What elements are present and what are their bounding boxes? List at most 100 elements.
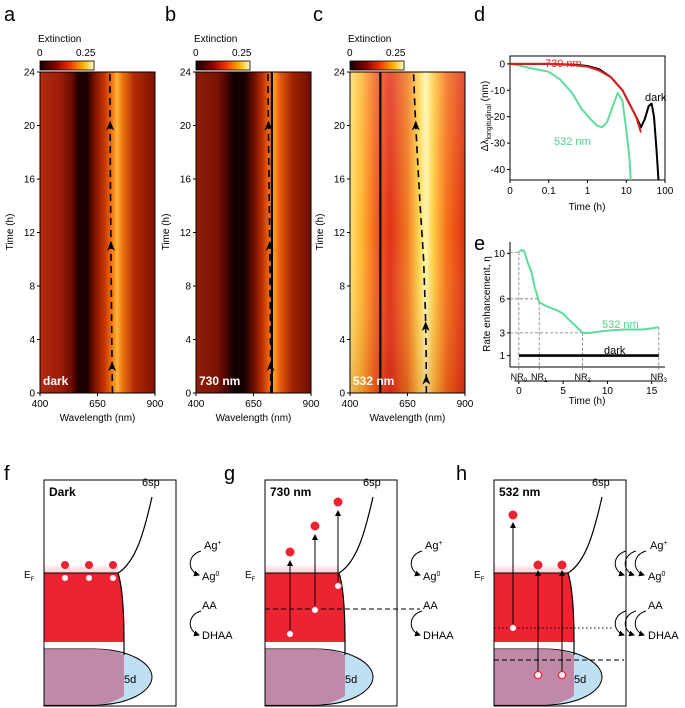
condition-title: 730 nm (270, 485, 311, 499)
fermi-label: EF (245, 570, 256, 583)
trace-arrow (421, 321, 430, 332)
series-line-730nm (510, 62, 642, 133)
panel-label-e: e (474, 233, 485, 255)
hot-hole (557, 670, 567, 680)
colorbar-min-label: 0 (347, 48, 353, 59)
hot-electron (310, 521, 320, 531)
colorbar (39, 60, 95, 71)
6sp-band-edge (338, 496, 374, 655)
reaction-aa: AA (423, 600, 438, 612)
y-tick-label: 12 (334, 228, 346, 239)
reaction-arrow (189, 610, 202, 637)
reaction-ag-zero: Ag0 (648, 571, 665, 583)
heatmap-shading (350, 72, 465, 393)
hot-hole (533, 670, 543, 680)
filled-sp-states (44, 573, 124, 642)
x-tick-label: 900 (457, 399, 474, 410)
y-tick-label: 4 (185, 335, 191, 346)
band-overlap (494, 649, 574, 705)
reaction-aa: AA (648, 600, 663, 612)
plot-frame (509, 55, 666, 181)
x-tick-label: 900 (303, 399, 320, 410)
hot-electron (557, 560, 567, 570)
nr-marker-label: NR0 (511, 372, 528, 384)
reaction-ag-zero: Ag0 (202, 571, 219, 583)
y-tick-label: 24 (334, 68, 346, 79)
peak-position-trace (412, 71, 428, 394)
series-line-532nm (518, 249, 659, 334)
heatmap-panel-dark: Extinction 0 0.25 400 650 900 0 4 8 12 16 20 24 d… (5, 34, 164, 424)
x-tick-label: 650 (399, 399, 416, 410)
x-tick-label: 400 (188, 399, 205, 410)
x-axis-label: Wavelength (nm) (216, 413, 292, 424)
colorbar-max-label: 0.25 (76, 48, 96, 59)
reaction-arrow (624, 610, 637, 637)
y-tick-label: 20 (334, 121, 346, 132)
colorbar-max-label: 0.25 (386, 48, 406, 59)
nr-marker-subscript: 3 (664, 378, 668, 384)
colorbar (195, 60, 251, 71)
panel-label-f: f (4, 463, 10, 485)
x-tick-label: 0.1 (542, 186, 556, 197)
trace-arrow (108, 361, 117, 372)
y-tick-label: 4 (29, 335, 35, 346)
band-5d-label: 5d (345, 674, 357, 686)
hot-electron (333, 497, 343, 507)
panel-label-c: c (313, 4, 323, 26)
colorbar (349, 60, 405, 71)
reaction-arrow (634, 610, 647, 637)
trace-arrow (106, 120, 115, 131)
x-tick-label: 400 (32, 399, 49, 410)
legend-730nm: 730 nm (545, 58, 582, 70)
series-line-532nm (509, 62, 632, 181)
y-tick-label: 8 (339, 282, 345, 293)
heatmap-panel-730nm: Extinction 0 0.25 400 650 900 0 4 8 12 16 20 24 7… (161, 34, 320, 424)
reaction-ag-plus: Ag+ (425, 540, 443, 552)
nr-marker-subscript: 0 (524, 378, 528, 384)
reaction-dhaa: DHAA (648, 630, 679, 642)
condition-title: Dark (49, 485, 76, 499)
band-6sp-label: 6sp (363, 477, 381, 489)
x-tick-label: 0 (516, 386, 522, 397)
trace-arrow (106, 240, 115, 251)
hot-electron (533, 560, 543, 570)
y-tick-label: 12 (180, 228, 192, 239)
colorbar-max-label: 0.25 (232, 48, 252, 59)
y-tick-label: 8 (185, 282, 191, 293)
colorbar-min-label: 0 (193, 48, 199, 59)
nr-marker-label: NR2 (574, 372, 591, 384)
y-tick-label: 24 (24, 68, 36, 79)
condition-label: 730 nm (199, 374, 240, 388)
y-tick-label: 8 (29, 282, 35, 293)
band-6sp-label: 6sp (592, 477, 610, 489)
filled-sp-states (265, 573, 345, 642)
x-axis-label: Wavelength (nm) (370, 413, 446, 424)
x-tick-label: 650 (245, 399, 262, 410)
colorbar-title: Extinction (38, 34, 81, 45)
y-axis-label: Time (h) (315, 214, 326, 251)
y-tick-label: -10 (491, 86, 506, 97)
y-tick-label: 20 (180, 121, 192, 132)
y-tick-label: 20 (24, 121, 36, 132)
band-5d-label: 5d (574, 674, 586, 686)
reaction-ag-plus: Ag+ (650, 540, 668, 552)
legend-532nm: 532 nm (554, 136, 591, 148)
trace-arrow (265, 240, 274, 251)
condition-title: 532 nm (499, 485, 540, 499)
trace-arrow (264, 120, 273, 131)
condition-label: 532 nm (353, 374, 394, 388)
y-axis-label: Rate enhancement, η (482, 256, 493, 352)
legend-532nm: 532 nm (602, 319, 639, 331)
trace-arrow (422, 374, 431, 385)
y-tick-label: 6 (499, 294, 505, 305)
x-tick-label: 100 (657, 186, 674, 197)
reaction-arrow (634, 550, 647, 577)
y-tick-label: 16 (180, 175, 192, 186)
reaction-ag-zero: Ag0 (423, 571, 440, 583)
y-tick-label: 0 (29, 389, 35, 400)
band-diagram-730nm: 730 nm 6sp 5d EF Ag+ Ag0 AA DHAA (245, 477, 454, 707)
reaction-arrow (624, 550, 637, 577)
trace-arrow (266, 361, 275, 372)
